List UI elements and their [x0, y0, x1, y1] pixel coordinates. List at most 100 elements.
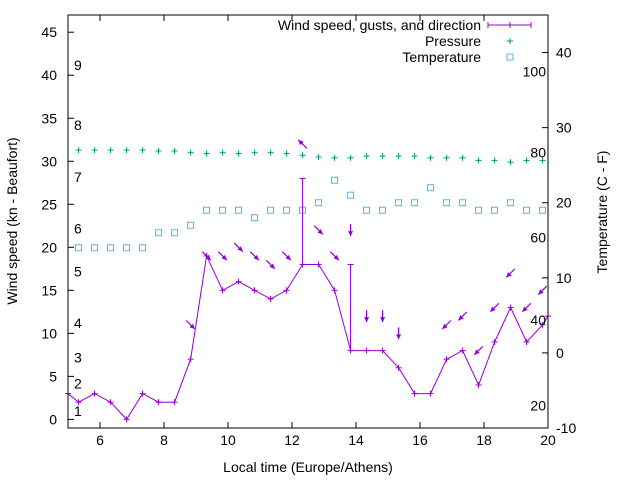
- y-tick-label: 5: [49, 368, 57, 384]
- pressure-point: [139, 147, 146, 154]
- beaufort-label: 6: [74, 220, 82, 236]
- pressure-point: [443, 154, 450, 161]
- wind-speed-point: [139, 390, 146, 397]
- y-axis-label: Wind speed (kn - Beaufort): [4, 137, 20, 304]
- wind-speed-point: [251, 287, 258, 294]
- wind-direction-arrow: [265, 259, 276, 270]
- x-tick-label: 6: [96, 432, 104, 448]
- wind-direction-arrow: [297, 139, 308, 149]
- temperature-point: [171, 229, 179, 237]
- beaufort-label: 9: [74, 57, 82, 73]
- fahrenheit-label: 40: [530, 312, 546, 328]
- plot-frame: [67, 14, 549, 429]
- plot-series: [65, 139, 551, 423]
- y-tick-label: 0: [49, 411, 57, 427]
- y-tick-label: 10: [41, 325, 57, 341]
- legend: Wind speed, gusts, and directionPressure…: [278, 17, 532, 65]
- wind-speed-line: [67, 254, 549, 421]
- pressure-point: [491, 157, 498, 164]
- wind-speed-point: [235, 278, 242, 285]
- temperature-point: [395, 199, 403, 207]
- temperature-point: [331, 176, 339, 184]
- temperature-point: [187, 221, 195, 229]
- pressure-point: [539, 157, 546, 164]
- wind-gust-bar: [347, 264, 354, 351]
- pressure-point: [75, 147, 82, 154]
- wind-speed-point: [523, 338, 530, 345]
- pressure-point: [475, 157, 482, 164]
- wind-speed-point: [475, 381, 482, 388]
- wind-direction-arrow: [380, 310, 386, 323]
- legend-symbol-wind: [487, 22, 532, 28]
- y2-axis-label: Temperature (C - F): [594, 151, 610, 274]
- wind-speed-point: [363, 347, 370, 354]
- beaufort-label: 7: [74, 169, 82, 185]
- temperature-point: [539, 206, 547, 214]
- beaufort-label: 3: [74, 349, 82, 365]
- pressure-point: [187, 149, 194, 156]
- wind-speed-point: [459, 347, 466, 354]
- temperature-point: [91, 244, 99, 252]
- wind-speed-point: [507, 304, 514, 311]
- pressure-point: [219, 149, 226, 156]
- wind-direction-arrow: [457, 311, 468, 321]
- temperature-point: [283, 206, 291, 214]
- temperature-point: [203, 206, 211, 214]
- y-tick-label: 25: [41, 196, 57, 212]
- wind-speed-point: [155, 399, 162, 406]
- y2-tick-label: 20: [556, 195, 572, 211]
- pressure-point: [251, 149, 258, 156]
- temperature-point: [427, 184, 435, 192]
- pressure-point: [411, 153, 418, 160]
- beaufort-label: 4: [74, 315, 82, 331]
- wind-direction-arrow: [217, 251, 228, 261]
- wind-speed-point: [331, 287, 338, 294]
- beaufort-label: 8: [74, 117, 82, 133]
- legend-label-temperature: Temperature: [402, 49, 481, 65]
- temperature-point: [155, 229, 163, 237]
- pressure-point: [459, 154, 466, 161]
- pressure-point: [395, 153, 402, 160]
- pressure-point: [363, 153, 370, 160]
- temperature-point: [411, 199, 419, 207]
- wind-direction-arrow: [281, 251, 292, 261]
- pressure-point: [267, 149, 274, 156]
- axis-ticks: 6 8 10 12 14 16 18 20051015202530354045-1001020…: [41, 15, 576, 448]
- beaufort-label: 2: [74, 375, 82, 391]
- temperature-point: [123, 244, 131, 252]
- wind-direction-arrow: [348, 224, 354, 237]
- wind-gust-bar: [299, 177, 306, 265]
- temperature-point: [475, 206, 483, 214]
- pressure-point: [379, 153, 386, 160]
- y2-tick-label: 40: [556, 45, 572, 61]
- pressure-point: [203, 150, 210, 157]
- temperature-point: [443, 199, 451, 207]
- legend-label-pressure: Pressure: [425, 33, 481, 49]
- fahrenheit-label: 100: [523, 63, 547, 79]
- wind-speed-point: [219, 287, 226, 294]
- temperature-point: [363, 206, 371, 214]
- pressure-point: [283, 150, 290, 157]
- x-tick-label: 8: [160, 432, 168, 448]
- y-tick-label: 30: [41, 153, 57, 169]
- pressure-point: [523, 157, 530, 164]
- y-tick-label: 15: [41, 282, 57, 298]
- wind-direction-arrow: [537, 285, 548, 296]
- beaufort-label: 5: [74, 263, 82, 279]
- wind-direction-arrow: [249, 251, 260, 261]
- temperature-point: [523, 206, 531, 214]
- wind-direction-arrow: [521, 302, 532, 313]
- y2-tick-label: 0: [556, 345, 564, 361]
- pressure-point: [427, 154, 434, 161]
- y-tick-label: 20: [41, 239, 57, 255]
- wind-speed-point: [123, 416, 130, 423]
- y2-tick-label: 30: [556, 120, 572, 136]
- temperature-point: [379, 206, 387, 214]
- wind-speed-point: [187, 356, 194, 363]
- temperature-point: [267, 206, 275, 214]
- wind-speed-point: [395, 364, 402, 371]
- wind-speed-point: [267, 295, 274, 302]
- x-tick-label: 12: [284, 432, 300, 448]
- pressure-point: [91, 147, 98, 154]
- y-tick-label: 40: [41, 67, 57, 83]
